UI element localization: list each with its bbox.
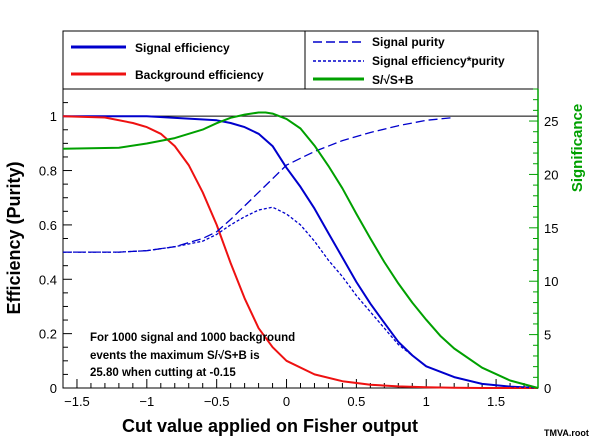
y-left-tick-label: 0.2: [39, 327, 57, 342]
series-group: [62, 111, 539, 389]
y-left-tick-label: 0.8: [39, 164, 57, 179]
y-right-tick-label: 10: [544, 274, 558, 289]
right-y-axis-title: Significance: [569, 104, 586, 192]
series-line-signal-efficiency-purity: [63, 206, 539, 389]
y-right-tick-label: 0: [544, 381, 551, 396]
x-tick-label: −1: [139, 394, 154, 409]
footer-label: TMVA.root: [544, 428, 589, 438]
legend-label-signal-efficiency: Signal efficiency: [135, 41, 230, 55]
x-tick-label: 0.5: [347, 394, 365, 409]
y-right-tick-label: 25: [544, 114, 558, 129]
series-line-signal-purity: [63, 116, 455, 253]
y-right-tick-label: 15: [544, 221, 558, 236]
y-right-tick-label: 5: [544, 328, 551, 343]
x-tick-label: −1.5: [64, 394, 90, 409]
left-y-axis-title: Efficiency (Purity): [4, 161, 24, 314]
series-line-signal-efficiency: [63, 115, 539, 389]
x-axis-title: Cut value applied on Fisher output: [122, 416, 418, 436]
annotation-line-1: For 1000 signal and 1000 background: [90, 332, 295, 344]
x-tick-label: 0: [283, 394, 290, 409]
x-axis-ticks: −1.5 −1 −0.5 0 0.5 1 1.5: [62, 379, 539, 409]
x-tick-label: 1.5: [487, 394, 505, 409]
annotation: For 1000 signal and 1000 background even…: [90, 332, 295, 379]
legend-label-signal-efficiency-purity: Signal efficiency*purity: [372, 54, 505, 68]
right-y-axis-ticks: 0 5 10 15 20 25: [529, 88, 558, 396]
series-line-s-s-b: [62, 111, 539, 389]
y-left-tick-label: 1: [50, 109, 57, 124]
y-left-tick-label: 0: [50, 381, 57, 396]
annotation-line-2: events the maximum S/√S+B is: [90, 349, 260, 362]
left-y-axis-ticks: 0 0.2 0.4 0.6 0.8 1: [39, 88, 72, 396]
x-tick-label: −0.5: [204, 394, 230, 409]
x-tick-label: 1: [423, 394, 430, 409]
y-right-tick-label: 20: [544, 167, 558, 182]
legend: Signal efficiency Background efficiency …: [62, 30, 539, 90]
y-left-tick-label: 0.4: [39, 272, 57, 287]
legend-box: [62, 30, 539, 90]
legend-label-significance: S/√S+B: [372, 73, 414, 87]
series-line-background-efficiency: [62, 115, 538, 389]
y-left-tick-label: 0.6: [39, 218, 57, 233]
legend-label-background-efficiency: Background efficiency: [135, 68, 264, 82]
annotation-line-3: 25.80 when cutting at -0.15: [90, 367, 236, 379]
legend-label-signal-purity: Signal purity: [372, 35, 445, 49]
